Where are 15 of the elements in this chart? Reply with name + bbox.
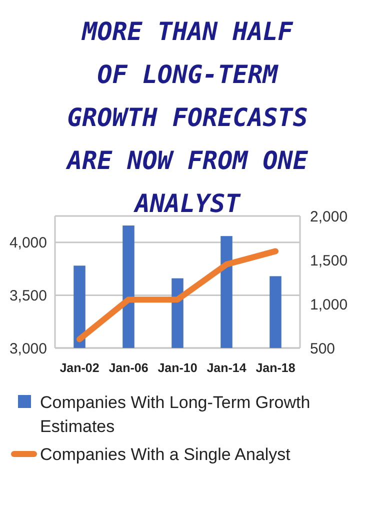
x-tick-label: Jan-18: [256, 361, 296, 375]
y-tick-label: 4,000: [9, 234, 47, 252]
legend-label: Companies With a Single Analyst: [40, 445, 291, 464]
x-tick-label: Jan-02: [60, 361, 100, 375]
x-tick-label: Jan-14: [206, 361, 246, 375]
x-tick-label: Jan-10: [158, 361, 198, 375]
y2-tick-label: 1,500: [310, 252, 348, 270]
y2-tick-label: 500: [310, 340, 336, 358]
legend-label: Companies With Long-Term Growth Estimates: [40, 393, 310, 436]
y2-tick-label: 1,000: [310, 296, 348, 314]
y-tick-label: 3,500: [9, 287, 47, 304]
chart-title: MORE THAN HALF OF LONG-TERM GROWTH FORECASTS ARE NOW FROM ONE ANALYST: [65, 17, 309, 218]
x-tick-label: Jan-06: [108, 361, 148, 375]
y2-tick-label: 2,000: [310, 208, 348, 226]
y-tick-label: 3,000: [9, 340, 47, 358]
